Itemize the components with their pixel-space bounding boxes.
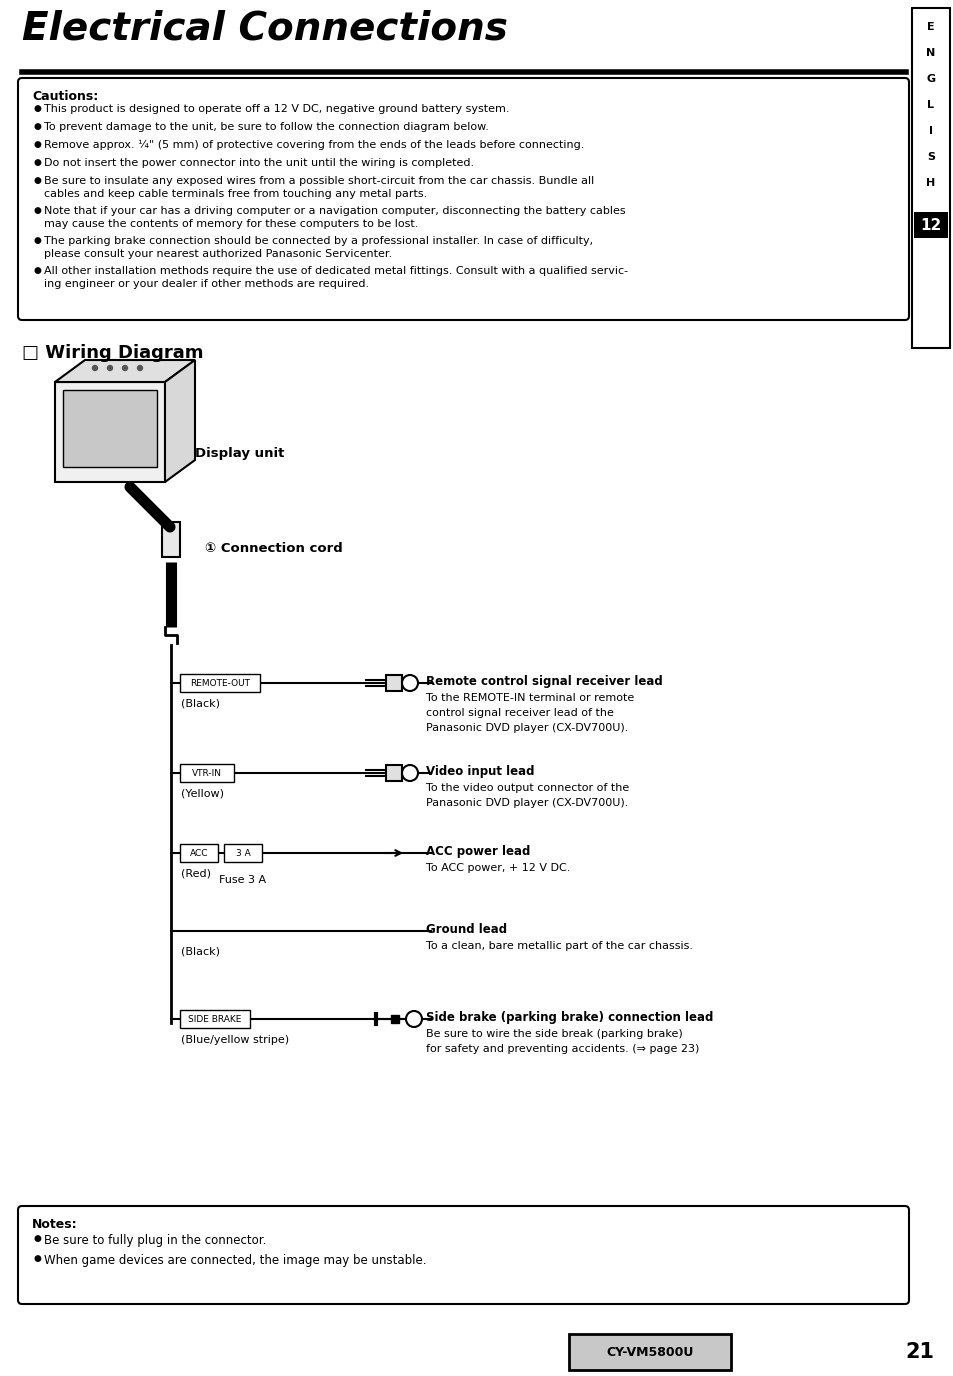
Text: 12: 12: [920, 217, 941, 233]
Text: To a clean, bare metallic part of the car chassis.: To a clean, bare metallic part of the ca…: [426, 941, 692, 951]
Polygon shape: [63, 389, 157, 466]
Text: Be sure to insulate any exposed wires from a possible short-circuit from the car: Be sure to insulate any exposed wires fr…: [44, 176, 594, 200]
Text: Note that if your car has a driving computer or a navigation computer, disconnec: Note that if your car has a driving comp…: [44, 206, 625, 230]
Text: (Yellow): (Yellow): [181, 788, 224, 799]
Text: This product is designed to operate off a 12 V DC, negative ground battery syste: This product is designed to operate off …: [44, 105, 509, 114]
Text: N: N: [925, 48, 935, 58]
Text: L: L: [926, 100, 934, 110]
Text: ① Connection cord: ① Connection cord: [205, 542, 342, 555]
Text: ●: ●: [34, 1234, 42, 1243]
Text: (Black): (Black): [181, 699, 220, 709]
Text: VTR-IN: VTR-IN: [192, 769, 222, 777]
Circle shape: [401, 765, 417, 782]
Text: Ground lead: Ground lead: [426, 923, 507, 936]
Text: 21: 21: [904, 1342, 933, 1362]
FancyBboxPatch shape: [180, 843, 218, 861]
Text: All other installation methods require the use of dedicated metal fittings. Cons: All other installation methods require t…: [44, 266, 627, 289]
Text: ●: ●: [34, 1254, 42, 1263]
Text: I: I: [928, 127, 932, 136]
Circle shape: [137, 366, 142, 370]
Text: G: G: [925, 74, 935, 84]
Text: Fuse 3 A: Fuse 3 A: [219, 875, 266, 885]
Circle shape: [122, 366, 128, 370]
Text: S: S: [926, 151, 934, 162]
Polygon shape: [55, 383, 165, 482]
Text: To the video output connector of the: To the video output connector of the: [426, 783, 629, 793]
Text: Cautions:: Cautions:: [32, 89, 98, 103]
FancyBboxPatch shape: [18, 1205, 908, 1304]
Text: ●: ●: [34, 105, 42, 113]
Polygon shape: [55, 361, 194, 383]
Text: Panasonic DVD player (CX-DV700U).: Panasonic DVD player (CX-DV700U).: [426, 722, 628, 733]
Text: (Red): (Red): [181, 870, 211, 879]
Text: REMOTE-OUT: REMOTE-OUT: [190, 678, 250, 688]
FancyBboxPatch shape: [913, 212, 947, 238]
FancyBboxPatch shape: [18, 78, 908, 321]
Text: Be sure to fully plug in the connector.: Be sure to fully plug in the connector.: [44, 1234, 266, 1247]
Text: ●: ●: [34, 176, 42, 184]
Text: To prevent damage to the unit, be sure to follow the connection diagram below.: To prevent damage to the unit, be sure t…: [44, 122, 488, 132]
Text: for safety and preventing accidents. (⇒ page 23): for safety and preventing accidents. (⇒ …: [426, 1044, 699, 1054]
Polygon shape: [165, 361, 194, 482]
Text: Remote control signal receiver lead: Remote control signal receiver lead: [426, 676, 662, 688]
Text: 3 A: 3 A: [235, 849, 250, 857]
Text: H: H: [925, 178, 935, 189]
Text: CY-VM5800U: CY-VM5800U: [606, 1346, 693, 1358]
FancyBboxPatch shape: [162, 522, 180, 557]
Text: Remove approx. ¼" (5 mm) of protective covering from the ends of the leads befor: Remove approx. ¼" (5 mm) of protective c…: [44, 140, 584, 150]
Text: Side brake (parking brake) connection lead: Side brake (parking brake) connection le…: [426, 1011, 713, 1024]
Text: □ Wiring Diagram: □ Wiring Diagram: [22, 344, 203, 362]
Text: Electrical Connections: Electrical Connections: [22, 10, 507, 48]
Text: ●: ●: [34, 158, 42, 166]
Text: ●: ●: [34, 237, 42, 245]
Text: E: E: [926, 22, 934, 32]
Text: SIDE BRAKE: SIDE BRAKE: [188, 1014, 241, 1024]
Text: Do not insert the power connector into the unit until the wiring is completed.: Do not insert the power connector into t…: [44, 158, 474, 168]
Text: Display unit: Display unit: [194, 447, 284, 460]
Text: To ACC power, + 12 V DC.: To ACC power, + 12 V DC.: [426, 863, 570, 872]
FancyBboxPatch shape: [180, 764, 233, 782]
FancyBboxPatch shape: [568, 1333, 730, 1370]
FancyBboxPatch shape: [911, 8, 949, 348]
FancyBboxPatch shape: [224, 843, 262, 861]
Circle shape: [406, 1011, 421, 1026]
Circle shape: [92, 366, 97, 370]
Text: Panasonic DVD player (CX-DV700U).: Panasonic DVD player (CX-DV700U).: [426, 798, 628, 808]
Text: (Black): (Black): [181, 947, 220, 956]
Text: ●: ●: [34, 266, 42, 275]
Text: ●: ●: [34, 122, 42, 131]
FancyBboxPatch shape: [391, 1015, 398, 1022]
Text: Video input lead: Video input lead: [426, 765, 534, 777]
Circle shape: [401, 676, 417, 691]
Text: ACC: ACC: [190, 849, 208, 857]
Text: When game devices are connected, the image may be unstable.: When game devices are connected, the ima…: [44, 1254, 426, 1267]
Text: ●: ●: [34, 206, 42, 215]
FancyBboxPatch shape: [180, 1010, 250, 1028]
Text: To the REMOTE-IN terminal or remote: To the REMOTE-IN terminal or remote: [426, 694, 634, 703]
Text: control signal receiver lead of the: control signal receiver lead of the: [426, 709, 613, 718]
FancyBboxPatch shape: [386, 765, 401, 782]
Text: (Blue/yellow stripe): (Blue/yellow stripe): [181, 1035, 289, 1044]
Text: Notes:: Notes:: [32, 1218, 77, 1232]
FancyBboxPatch shape: [180, 674, 260, 692]
Text: ●: ●: [34, 140, 42, 149]
Text: The parking brake connection should be connected by a professional installer. In: The parking brake connection should be c…: [44, 237, 593, 259]
FancyBboxPatch shape: [386, 676, 401, 691]
Text: ACC power lead: ACC power lead: [426, 845, 530, 859]
Circle shape: [108, 366, 112, 370]
Text: Be sure to wire the side break (parking brake): Be sure to wire the side break (parking …: [426, 1029, 682, 1039]
